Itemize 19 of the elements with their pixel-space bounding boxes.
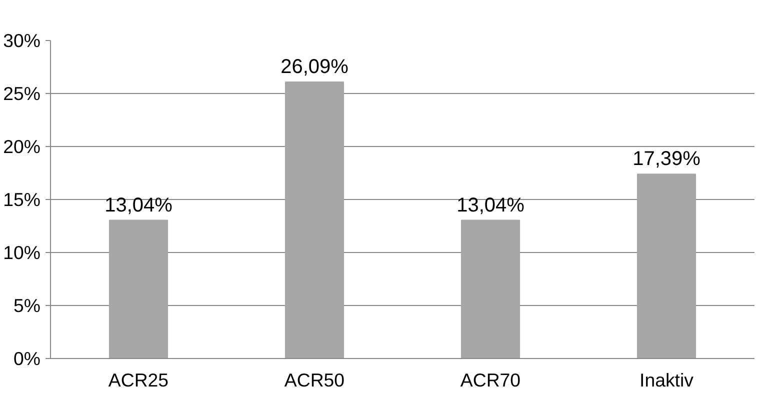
y-tick-label: 15% xyxy=(3,189,41,210)
x-tick-label: ACR25 xyxy=(108,370,169,390)
bar xyxy=(284,81,344,358)
data-label: 26,09% xyxy=(280,56,349,78)
y-tick-label: 25% xyxy=(3,83,41,104)
x-tick-label: ACR70 xyxy=(460,370,521,390)
bar xyxy=(460,220,520,358)
data-label: 17,39% xyxy=(632,148,701,170)
bar xyxy=(636,174,696,358)
x-tick-label: ACR50 xyxy=(284,370,345,390)
data-label: 13,04% xyxy=(456,194,525,216)
x-tick-label: Inaktiv xyxy=(640,370,694,390)
y-tick-label: 10% xyxy=(3,242,41,263)
data-label: 13,04% xyxy=(104,194,173,216)
y-tick-label: 5% xyxy=(14,295,41,316)
y-tick-label: 20% xyxy=(3,136,41,157)
y-tick-label: 0% xyxy=(14,348,41,369)
y-tick-label: 30% xyxy=(3,30,41,51)
bar xyxy=(108,220,168,358)
